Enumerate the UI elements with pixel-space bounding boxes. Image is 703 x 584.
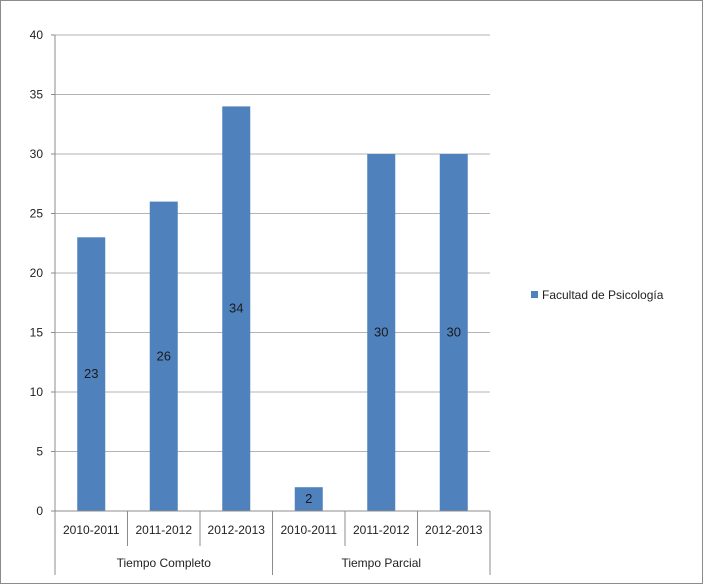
bar xyxy=(294,487,323,511)
bar xyxy=(77,237,106,512)
bar xyxy=(222,106,251,512)
data-label: 30 xyxy=(447,325,461,340)
data-label: 34 xyxy=(229,301,243,316)
legend-swatch xyxy=(531,291,538,298)
data-labels: 23 26 34 2 30 30 xyxy=(84,301,461,506)
y-tick-label: 20 xyxy=(30,266,44,280)
x-tick-label: 2011-2012 xyxy=(136,523,193,537)
y-tick-label: 15 xyxy=(30,326,44,340)
group-label: Tiempo Completo xyxy=(117,556,212,570)
y-axis: 0 5 10 15 20 25 30 35 40 xyxy=(30,28,56,518)
bar xyxy=(149,201,178,511)
x-tick-label: 2012-2013 xyxy=(425,523,483,537)
gridlines xyxy=(55,34,490,452)
x-axis: 2010-2011 2011-2012 2012-2013 2010-2011 2011… xyxy=(54,510,491,575)
bar xyxy=(367,154,396,511)
legend: Facultad de Psicología xyxy=(531,288,664,302)
y-tick-label: 30 xyxy=(30,147,44,161)
y-tick-label: 25 xyxy=(30,207,44,221)
y-tick-label: 10 xyxy=(30,385,44,399)
data-label: 2 xyxy=(305,491,312,506)
data-label: 23 xyxy=(84,366,98,381)
y-tick-label: 35 xyxy=(30,88,44,102)
y-tick-label: 5 xyxy=(36,445,43,459)
x-tick-label: 2010-2011 xyxy=(281,523,338,537)
group-label: Tiempo Parcial xyxy=(341,556,421,570)
x-tick-label: 2010-2011 xyxy=(63,523,120,537)
x-tick-label: 2011-2012 xyxy=(353,523,410,537)
bars xyxy=(77,106,468,512)
y-tick-label: 40 xyxy=(30,28,44,42)
legend-label: Facultad de Psicología xyxy=(542,288,664,302)
x-tick-label: 2012-2013 xyxy=(208,523,266,537)
data-label: 26 xyxy=(157,348,171,363)
y-tick-label: 0 xyxy=(36,504,43,518)
bar xyxy=(439,154,468,511)
data-label: 30 xyxy=(374,325,388,340)
